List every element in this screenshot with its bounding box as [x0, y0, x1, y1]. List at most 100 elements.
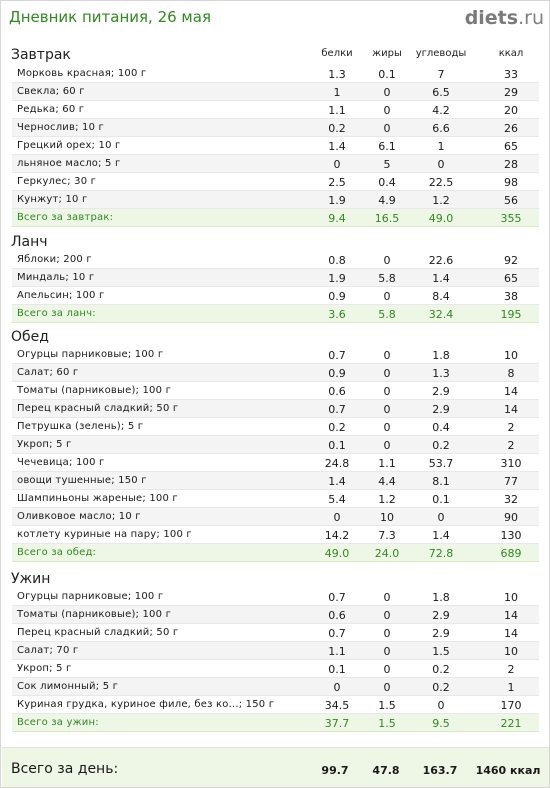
kcal-value: 98 — [504, 176, 518, 189]
column-headers: белки жиры углеводы ккал — [1, 48, 550, 62]
protein-value: 0.2 — [328, 421, 346, 434]
protein-value: 14.2 — [324, 529, 350, 542]
carbs-total: 32.4 — [428, 308, 454, 321]
food-name: Кунжут; 10 г — [17, 194, 88, 205]
kcal-value: 77 — [504, 475, 518, 488]
carbs-total: 72.8 — [428, 547, 454, 560]
protein-total: 49.0 — [324, 547, 350, 560]
logo-main: diets — [464, 7, 519, 29]
kcal-value: 32 — [504, 493, 518, 506]
food-row: Оливковое масло; 10 г 0 10 0 90 — [12, 508, 539, 526]
food-row: Яблоки; 200 г 0.8 0 22.6 92 — [12, 251, 539, 269]
fat-value: 1.1 — [378, 457, 396, 470]
carbs-value: 0.2 — [432, 681, 450, 694]
carbs-value: 1.4 — [432, 272, 450, 285]
fat-value: 0 — [383, 591, 391, 604]
kcal-value: 1 — [507, 681, 515, 694]
day-total-label: Всего за день: — [11, 761, 119, 777]
food-row: Чечевица; 100 г 24.8 1.1 53.7 310 — [12, 454, 539, 472]
carbs-value: 0.2 — [432, 663, 450, 676]
day-carbs-total: 163.7 — [422, 764, 458, 777]
fat-value: 0.1 — [378, 68, 396, 81]
carbs-value: 1.4 — [432, 529, 450, 542]
kcal-total: 195 — [500, 308, 522, 321]
protein-value: 1.9 — [328, 272, 346, 285]
protein-value: 0.6 — [328, 609, 346, 622]
food-name: Огурцы парниковые; 100 г — [17, 349, 164, 360]
kcal-value: 14 — [504, 403, 518, 416]
carbs-value: 0 — [437, 511, 445, 524]
fat-value: 0 — [383, 122, 391, 135]
kcal-value: 170 — [500, 699, 522, 712]
food-row: Апельсин; 100 г 0.9 0 8.4 38 — [12, 287, 539, 305]
food-row: Грецкий орех; 10 г 1.4 6.1 1 65 — [12, 137, 539, 155]
carbs-value: 8.4 — [432, 290, 450, 303]
logo-tld: .ru — [518, 7, 544, 29]
kcal-value: 2 — [507, 421, 515, 434]
protein-value: 34.5 — [324, 699, 350, 712]
food-row: Томаты (парниковые); 100 г 0.6 0 2.9 14 — [12, 382, 539, 400]
meal-total-label: Всего за ужин: — [17, 717, 99, 728]
fat-value: 0 — [383, 663, 391, 676]
food-name: Шампиньоны жареные; 100 г — [17, 493, 178, 504]
fat-total: 5.8 — [378, 308, 396, 321]
food-row: льняное масло; 5 г 0 5 0 28 — [12, 155, 539, 173]
protein-value: 0 — [333, 511, 341, 524]
protein-value: 0.2 — [328, 122, 346, 135]
fat-value: 0 — [383, 290, 391, 303]
protein-value: 24.8 — [324, 457, 350, 470]
food-name: Яблоки; 200 г — [17, 254, 92, 265]
meal-title-dinner: Обед — [11, 329, 49, 345]
food-name: Редька; 60 г — [17, 104, 85, 115]
fat-value: 4.9 — [378, 194, 396, 207]
carbs-value: 1.8 — [432, 591, 450, 604]
food-name: Миндаль; 10 г — [17, 272, 95, 283]
protein-value: 0.1 — [328, 439, 346, 452]
carbs-value: 1.3 — [432, 367, 450, 380]
fat-value: 1.5 — [378, 699, 396, 712]
food-name: Салат; 70 г — [17, 645, 79, 656]
kcal-value: 14 — [504, 609, 518, 622]
fat-value: 0 — [383, 421, 391, 434]
column-header-carbs: углеводы — [415, 48, 467, 59]
fat-value: 0 — [383, 349, 391, 362]
food-row: Салат; 60 г 0.9 0 1.3 8 — [12, 364, 539, 382]
food-row: Томаты (парниковые); 100 г 0.6 0 2.9 14 — [12, 606, 539, 624]
protein-value: 1 — [333, 86, 341, 99]
fat-value: 0 — [383, 403, 391, 416]
protein-value: 0.1 — [328, 663, 346, 676]
protein-value: 0 — [333, 681, 341, 694]
food-row: Перец красный сладкий; 50 г 0.7 0 2.9 14 — [12, 624, 539, 642]
food-name: Геркулес; 30 г — [17, 176, 97, 187]
food-row: Перец красный сладкий; 50 г 0.7 0 2.9 14 — [12, 400, 539, 418]
column-header-fat: жиры — [372, 48, 402, 59]
food-row: Петрушка (зелень); 5 г 0.2 0 0.4 2 — [12, 418, 539, 436]
site-logo[interactable]: diets.ru — [465, 7, 544, 29]
fat-value: 0 — [383, 367, 391, 380]
carbs-value: 22.6 — [428, 254, 454, 267]
carbs-value: 1.2 — [432, 194, 450, 207]
carbs-value: 4.2 — [432, 104, 450, 117]
fat-value: 6.1 — [378, 140, 396, 153]
carbs-value: 2.9 — [432, 627, 450, 640]
food-name: Чернослив; 10 г — [17, 122, 104, 133]
food-row: Миндаль; 10 г 1.9 5.8 1.4 65 — [12, 269, 539, 287]
carbs-value: 0.2 — [432, 439, 450, 452]
protein-value: 5.4 — [328, 493, 346, 506]
food-row: Куриная грудка, куриное филе, без ко...;… — [12, 696, 539, 714]
day-protein-total: 99.7 — [321, 764, 349, 777]
fat-value: 10 — [380, 511, 394, 524]
kcal-value: 29 — [504, 86, 518, 99]
protein-value: 1.1 — [328, 104, 346, 117]
kcal-total: 221 — [500, 717, 522, 730]
food-row: Шампиньоны жареные; 100 г 5.4 1.2 0.1 32 — [12, 490, 539, 508]
kcal-value: 92 — [504, 254, 518, 267]
food-name: Свекла; 60 г — [17, 86, 85, 97]
protein-value: 1.3 — [328, 68, 346, 81]
food-name: Томаты (парниковые); 100 г — [17, 609, 172, 620]
food-name: Куриная грудка, куриное филе, без ко...;… — [17, 699, 275, 710]
protein-value: 2.5 — [328, 176, 346, 189]
food-name: Салат; 60 г — [17, 367, 79, 378]
fat-value: 0 — [383, 681, 391, 694]
